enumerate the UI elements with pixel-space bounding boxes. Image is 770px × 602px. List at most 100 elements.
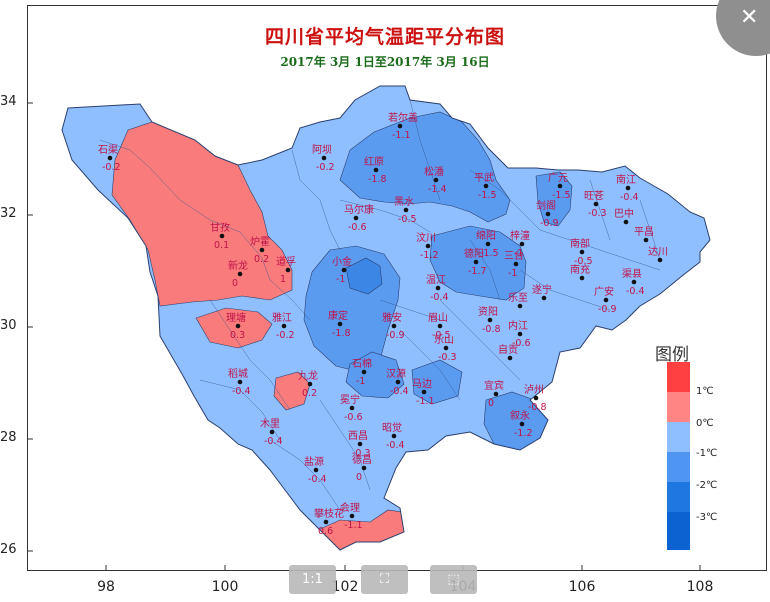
county-boundaries bbox=[99, 99, 661, 511]
station-dot bbox=[483, 183, 489, 189]
station-value: -1 bbox=[514, 248, 523, 259]
cold-core-xiaojin bbox=[345, 257, 383, 295]
station-dot bbox=[237, 271, 243, 277]
station-value: -0.4 bbox=[308, 474, 327, 485]
station-name: 新龙 bbox=[228, 259, 248, 272]
warm-zone-jiulong bbox=[273, 371, 311, 411]
cold-zone-guangyuan bbox=[535, 171, 573, 227]
station-value: 0.3 bbox=[230, 330, 245, 341]
station-value: -0.6 bbox=[348, 222, 367, 233]
station-name: 雅安 bbox=[382, 311, 402, 324]
station-name: 遂宁 bbox=[532, 283, 552, 296]
station-name: 广元 bbox=[548, 172, 568, 184]
fit-screen-button[interactable]: ⛶ bbox=[361, 565, 408, 594]
station-name: 马边 bbox=[412, 378, 432, 390]
station-dot bbox=[373, 167, 379, 173]
station-value: -0.2 bbox=[316, 162, 335, 173]
station-dot bbox=[545, 211, 551, 217]
y-tick-label: 30 bbox=[0, 318, 17, 333]
station-dot bbox=[557, 183, 563, 189]
station-dot bbox=[437, 323, 443, 329]
legend-label: -3℃ bbox=[696, 512, 718, 523]
station-name: 炉霍 bbox=[250, 236, 270, 248]
station-name: 雅江 bbox=[272, 311, 292, 324]
station-dot bbox=[219, 233, 225, 239]
station-value: 0 bbox=[488, 398, 494, 409]
station-name: 巴中 bbox=[614, 207, 634, 220]
station-dot bbox=[285, 267, 291, 273]
stations-layer: 石渠 -0.2 若尔盖 -1.1 阿坝 -0.2 红原 -1.8 松潘 -1.4 平武 -1.5 广元 -… bbox=[98, 111, 668, 537]
station-name: 若尔盖 bbox=[388, 111, 418, 124]
station-dot bbox=[235, 323, 241, 329]
station-value: -1 bbox=[356, 376, 365, 387]
station-name: 南部 bbox=[570, 237, 590, 250]
x-tick-label: 102 bbox=[331, 579, 359, 595]
station-value: -0.8 bbox=[528, 402, 547, 413]
cold-zone-shimian bbox=[345, 351, 405, 399]
station-value: -0.9 bbox=[386, 330, 405, 341]
close-icon[interactable]: ✕ bbox=[740, 5, 759, 30]
station-name: 会理 bbox=[340, 501, 360, 514]
station-name: 康定 bbox=[328, 309, 348, 322]
station-value: -1.1 bbox=[416, 396, 435, 407]
station-name: 黑水 bbox=[394, 196, 414, 208]
station-name: 平武 bbox=[474, 171, 494, 184]
station-value: -1.8 bbox=[332, 328, 351, 339]
station-dot bbox=[579, 249, 585, 255]
station-name: 乐山 bbox=[434, 334, 454, 346]
station-dot bbox=[237, 379, 243, 385]
station-value: -0.4 bbox=[620, 192, 639, 203]
actual-size-button[interactable]: 1:1 bbox=[289, 565, 336, 594]
station-dot bbox=[425, 243, 431, 249]
legend-swatch bbox=[667, 512, 690, 550]
station-name: 攀枝花 bbox=[314, 507, 344, 520]
select-area-button[interactable]: ⬚ bbox=[430, 565, 477, 594]
station-name: 自贡 bbox=[498, 343, 518, 356]
station-dot bbox=[395, 379, 401, 385]
station-name: 眉山 bbox=[428, 312, 448, 324]
station-value: -0.9 bbox=[598, 304, 617, 315]
station-dot bbox=[107, 155, 113, 161]
station-name: 广安 bbox=[594, 285, 614, 298]
station-dot bbox=[541, 295, 547, 301]
station-dot bbox=[391, 433, 397, 439]
station-name: 德阳 bbox=[464, 247, 484, 260]
legend-label: -1℃ bbox=[696, 448, 718, 459]
station-dot bbox=[391, 323, 397, 329]
station-value: -0.5 bbox=[432, 330, 451, 341]
station-name: 剑阁 bbox=[536, 199, 556, 212]
station-name: 昭觉 bbox=[382, 422, 402, 434]
station-dot bbox=[433, 177, 439, 183]
station-dot bbox=[493, 391, 499, 397]
station-value: -1.8 bbox=[368, 174, 387, 185]
station-name: 叙永 bbox=[510, 409, 530, 422]
station-value: -1 bbox=[336, 274, 345, 285]
station-dot bbox=[579, 275, 585, 281]
warm-zone-litang bbox=[195, 307, 273, 349]
y-tick-label: 32 bbox=[0, 206, 17, 221]
station-value: -1.2 bbox=[514, 428, 533, 439]
station-value: 0.1 bbox=[214, 240, 229, 251]
y-tick-label: 28 bbox=[0, 430, 17, 445]
station-value: -0.5 bbox=[398, 214, 417, 225]
station-dot bbox=[307, 381, 313, 387]
station-name: 石棉 bbox=[352, 357, 372, 370]
station-value: -0.4 bbox=[386, 440, 405, 451]
station-dot bbox=[269, 429, 275, 435]
station-name: 内江 bbox=[508, 319, 528, 332]
legend-swatch bbox=[667, 362, 690, 392]
one-to-one-icon: 1:1 bbox=[302, 572, 323, 587]
station-name: 平昌 bbox=[634, 226, 654, 238]
station-name: 稻城 bbox=[228, 368, 248, 380]
y-tick-label: 26 bbox=[0, 542, 17, 557]
station-name: 乐至 bbox=[508, 292, 528, 304]
station-name: 温江 bbox=[426, 274, 446, 286]
station-dot bbox=[397, 123, 403, 129]
station-dot bbox=[421, 389, 427, 395]
station-value: -0.2 bbox=[276, 330, 295, 341]
station-value: -0.6 bbox=[344, 412, 363, 423]
legend-label: 0℃ bbox=[696, 418, 714, 429]
station-value: 0.2 bbox=[254, 254, 269, 265]
station-value: -1.2 bbox=[420, 250, 439, 261]
station-name: 松潘 bbox=[424, 165, 444, 178]
